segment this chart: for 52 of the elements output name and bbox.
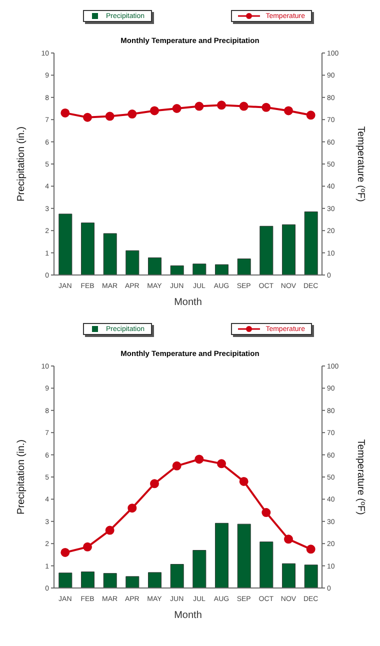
point [83,542,92,552]
point [239,102,248,111]
x-axis-title: Month [174,610,202,621]
point [284,534,293,544]
point [150,106,159,116]
bar [192,550,206,588]
bar [237,258,251,275]
point [60,108,70,118]
point [306,544,316,554]
y-axis-title: Precipitation (in.) [16,439,27,515]
bar [304,211,318,275]
bar [192,264,206,275]
bar [282,224,296,275]
bar [260,542,274,588]
bar [80,222,94,275]
bar [103,573,117,588]
point [150,479,159,488]
bar [304,564,318,588]
point [172,104,182,113]
bar [237,524,251,588]
bar [282,563,296,588]
point [194,102,204,111]
point [262,508,271,518]
bar [58,214,72,275]
point [83,112,92,122]
y-axis-title: Precipitation (in.) [16,126,27,202]
point [217,100,226,110]
point [60,548,70,557]
point [217,459,226,468]
bar [148,257,162,275]
bar [170,564,184,588]
bar [58,572,72,588]
bar [170,265,184,275]
point [128,504,137,513]
bar [148,572,162,588]
point [172,461,182,470]
point [306,110,316,120]
bar [214,522,228,588]
point [262,102,271,112]
bar [126,250,140,275]
bar [126,576,140,588]
point [239,476,248,486]
point [194,454,204,464]
point [105,112,114,121]
point [284,106,293,116]
point [128,110,137,119]
bar [214,264,228,275]
bar [80,572,94,588]
bar [260,226,274,275]
bar [103,233,117,275]
point [105,526,114,535]
x-axis-title: Month [174,297,202,308]
